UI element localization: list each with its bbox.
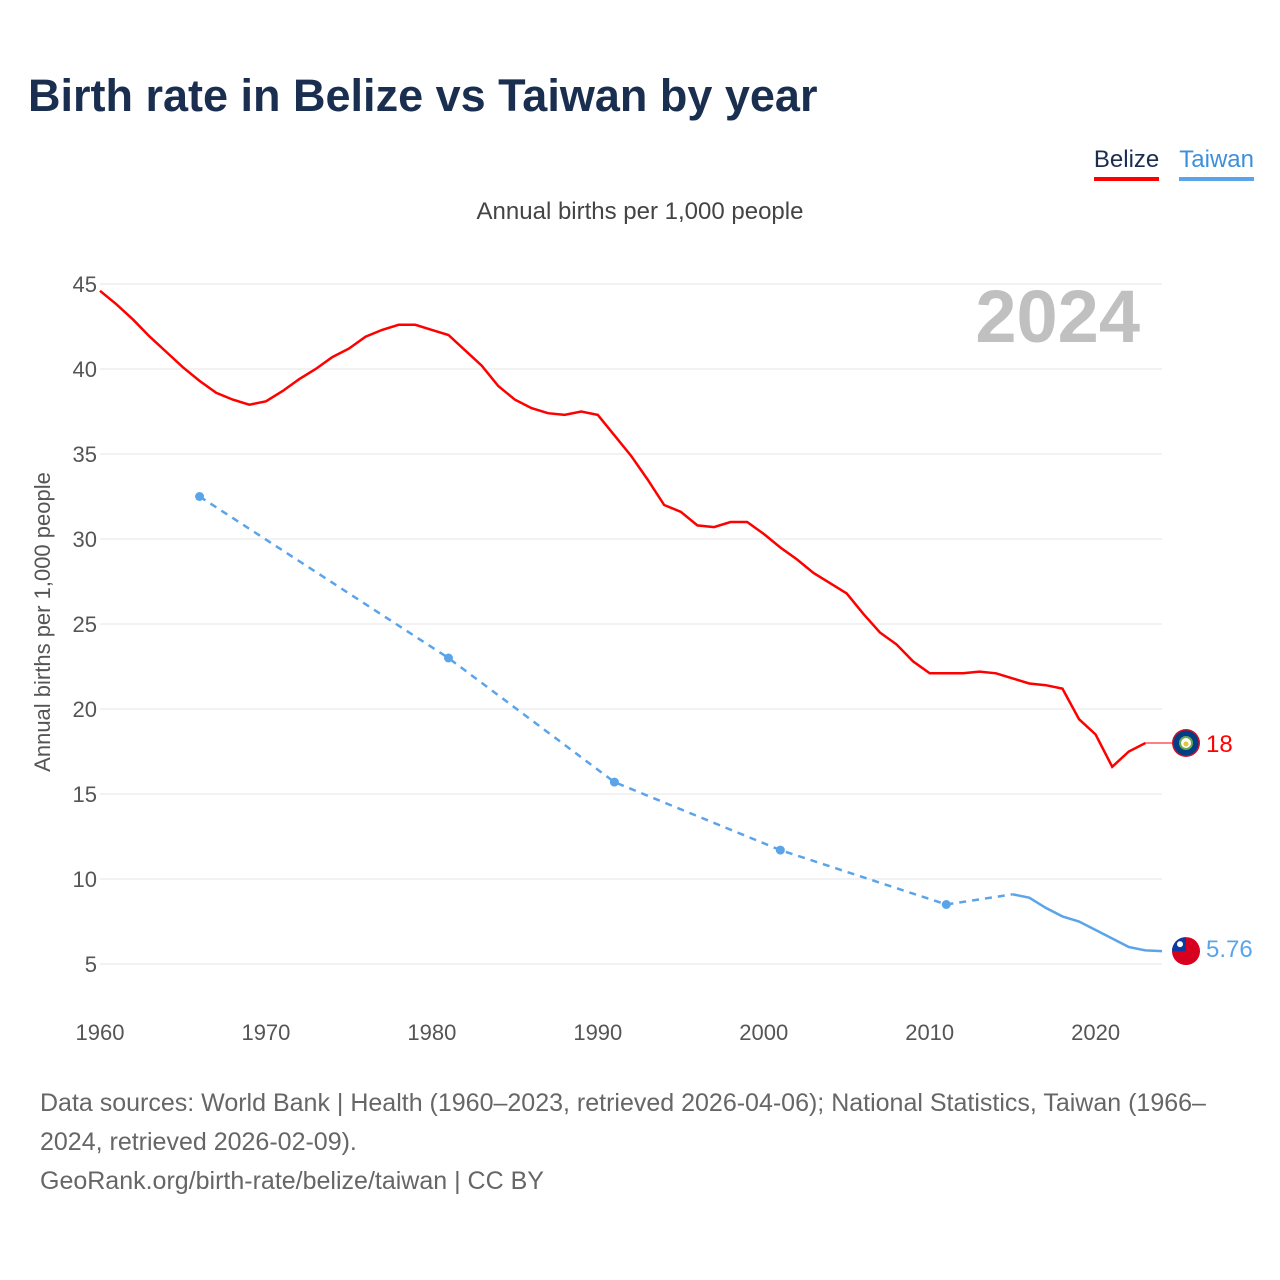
x-tick-label: 2000 bbox=[739, 1020, 788, 1045]
footer: Data sources: World Bank | Health (1960–… bbox=[40, 1084, 1250, 1201]
data-point-taiwan bbox=[775, 845, 785, 855]
y-tick-label: 20 bbox=[73, 697, 97, 722]
x-tick-label: 1960 bbox=[76, 1020, 125, 1045]
x-tick-label: 1980 bbox=[407, 1020, 456, 1045]
taiwan-flag-icon bbox=[1172, 937, 1200, 966]
chart-subtitle: Annual births per 1,000 people bbox=[476, 198, 804, 225]
y-tick-label: 5 bbox=[85, 952, 97, 977]
credit-link[interactable]: GeoRank.org/birth-rate/belize/taiwan | C… bbox=[40, 1167, 544, 1195]
y-tick-label: 45 bbox=[73, 272, 97, 297]
y-tick-label: 40 bbox=[73, 357, 97, 382]
y-tick-label: 15 bbox=[73, 782, 97, 807]
x-tick-label: 2010 bbox=[905, 1020, 954, 1045]
legend: Belize Taiwan bbox=[1093, 146, 1254, 181]
data-point-taiwan bbox=[195, 492, 205, 501]
x-tick-label: 1990 bbox=[573, 1020, 622, 1045]
end-label-belize: 18 bbox=[1206, 731, 1233, 758]
belize-flag-icon bbox=[1172, 729, 1200, 757]
data-sources: Data sources: World Bank | Health (1960–… bbox=[40, 1089, 1206, 1156]
y-tick-label: 35 bbox=[73, 442, 97, 467]
end-label-taiwan: 5.76 bbox=[1206, 936, 1253, 963]
data-point-taiwan bbox=[941, 900, 951, 909]
data-point-taiwan bbox=[443, 653, 453, 663]
legend-item-belize[interactable]: Belize bbox=[1093, 146, 1160, 181]
y-axis-label: Annual births per 1,000 people bbox=[30, 472, 55, 772]
y-tick-label: 30 bbox=[73, 527, 97, 552]
series-line-taiwan bbox=[1012, 893, 1163, 953]
legend-item-taiwan[interactable]: Taiwan bbox=[1179, 146, 1254, 181]
chart-title: Birth rate in Belize vs Taiwan by year bbox=[28, 70, 818, 121]
x-tick-label: 2020 bbox=[1071, 1020, 1120, 1045]
y-tick-label: 25 bbox=[73, 612, 97, 637]
y-tick-label: 10 bbox=[73, 867, 97, 892]
data-point-taiwan bbox=[609, 777, 619, 787]
x-tick-label: 1970 bbox=[241, 1020, 290, 1045]
year-watermark: 2024 bbox=[975, 275, 1140, 358]
series-line-taiwan-interpolated bbox=[198, 495, 1013, 906]
series-line-belize bbox=[99, 289, 1146, 769]
